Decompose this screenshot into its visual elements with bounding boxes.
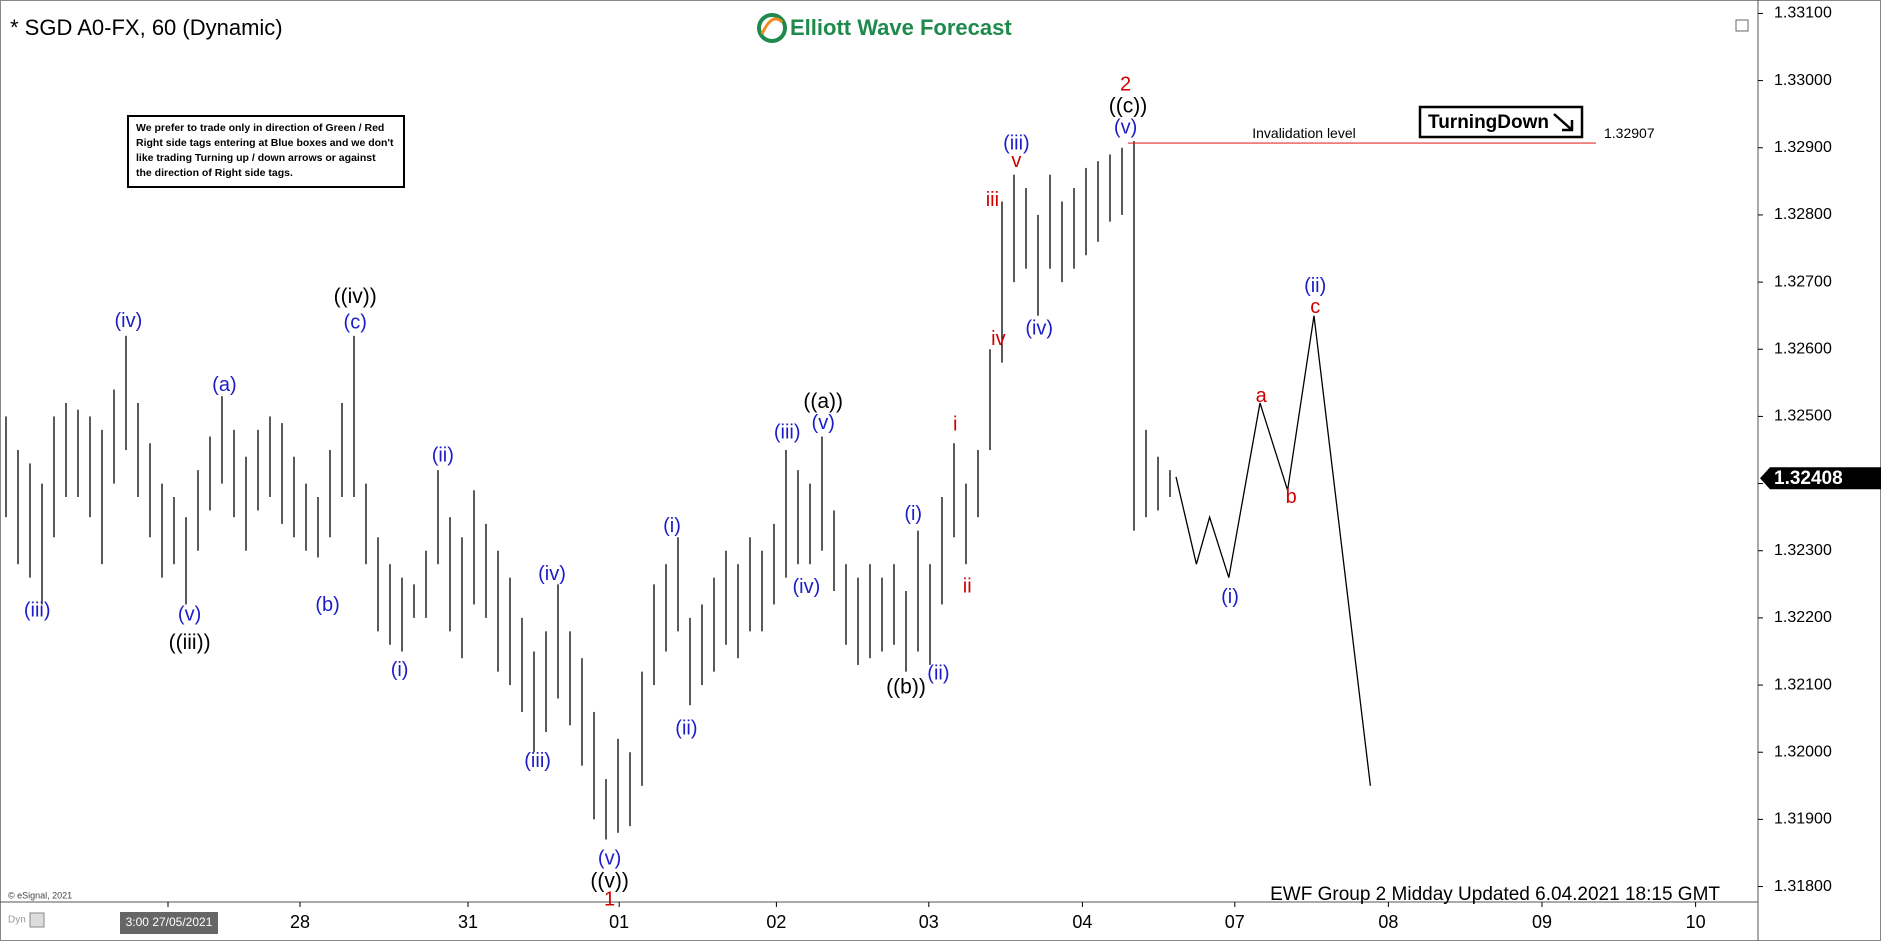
invalidation-value: 1.32907	[1604, 125, 1655, 141]
x-tick-label: 10	[1686, 912, 1706, 932]
invalidation-text: Invalidation level	[1252, 125, 1356, 141]
wave-label: iv	[991, 328, 1005, 350]
x-tick-label: 01	[609, 912, 629, 932]
y-tick-label: 1.33000	[1774, 72, 1832, 89]
wave-label: c	[1310, 296, 1320, 318]
wave-label: (iv)	[538, 563, 566, 585]
wave-label: (a)	[212, 374, 236, 396]
wave-label: a	[1256, 385, 1268, 407]
x-tick-label: 04	[1072, 912, 1092, 932]
y-tick-label: 1.31800	[1774, 878, 1832, 895]
wave-label: ((c))	[1109, 94, 1147, 117]
y-tick-label: 1.32100	[1774, 676, 1832, 693]
wave-label: (v)	[1114, 117, 1137, 139]
wave-label: (ii)	[1304, 275, 1326, 297]
y-tick-label: 1.32600	[1774, 340, 1832, 357]
last-price-box	[1760, 467, 1881, 490]
wave-label: b	[1286, 486, 1297, 508]
wave-label: (b)	[315, 594, 339, 616]
y-tick-label: 1.32700	[1774, 273, 1832, 290]
x-tick-label: 07	[1225, 912, 1245, 932]
last-price-label: 1.32408	[1774, 468, 1843, 489]
wave-label: (iv)	[1025, 317, 1053, 339]
note-line: like trading Turning up / down arrows or…	[136, 152, 376, 164]
note-box	[127, 115, 405, 188]
y-tick-label: 1.32200	[1774, 609, 1832, 626]
x-tick-label: 09	[1532, 912, 1552, 932]
wave-label: i	[953, 413, 957, 435]
wave-label: (c)	[344, 311, 367, 333]
y-tick-label: 1.32900	[1774, 139, 1832, 156]
y-tick-label: 1.33100	[1774, 5, 1832, 22]
wave-label: (iii)	[774, 421, 801, 443]
x-tick-label: 28	[290, 912, 310, 932]
wave-label: ((b))	[886, 675, 926, 698]
x-tick-label: 02	[766, 912, 786, 932]
symbol-title: * SGD A0-FX, 60 (Dynamic)	[10, 15, 283, 40]
wave-label: (iv)	[793, 576, 821, 598]
wave-label: (v)	[598, 847, 621, 869]
y-tick-label: 1.32500	[1774, 408, 1832, 425]
wave-label: (iii)	[24, 599, 51, 621]
logo-text: Elliott Wave Forecast	[790, 15, 1012, 40]
logo-swoosh	[760, 17, 784, 35]
logo-ring	[757, 13, 787, 43]
wave-label: (i)	[1221, 586, 1239, 608]
x-tick-label: 3:00 27/05/2021	[126, 915, 213, 929]
window-icon[interactable]	[1735, 19, 1749, 32]
wave-label: (v)	[178, 603, 201, 625]
y-tick-label: 1.32000	[1774, 743, 1832, 760]
y-tick-label: 1.31900	[1774, 811, 1832, 828]
copyright: © eSignal, 2021	[8, 890, 72, 900]
wave-label: (ii)	[927, 663, 949, 685]
scroll-icon[interactable]	[29, 912, 45, 928]
x-tick-label: 08	[1378, 912, 1398, 932]
x-tick-box	[120, 912, 218, 934]
note-line: the direction of Right side tags.	[136, 167, 293, 179]
tag-arrow	[1553, 113, 1574, 132]
dyn-label: Dyn	[8, 915, 26, 926]
projection-path	[1175, 315, 1372, 786]
wave-label: v	[1011, 150, 1021, 172]
wave-label: (i)	[663, 515, 681, 537]
wave-label: (v)	[812, 412, 835, 434]
x-tick-label: 31	[458, 912, 478, 932]
tag-text: TurningDown	[1428, 112, 1549, 133]
wave-label: (ii)	[432, 444, 454, 466]
footer: EWF Group 2 Midday Updated 6.04.2021 18:…	[1270, 884, 1720, 905]
wave-label: (iii)	[524, 750, 551, 772]
wave-label: (iii)	[1003, 133, 1030, 155]
wave-label: (i)	[391, 659, 409, 681]
wave-label: ((iv))	[334, 285, 377, 308]
y-tick-label: 1.32300	[1774, 542, 1832, 559]
wave-label: (iv)	[115, 310, 143, 332]
x-tick-label: 03	[919, 912, 939, 932]
wave-label: (i)	[904, 503, 922, 525]
wave-label: ii	[963, 575, 972, 597]
wave-label: ((iii))	[169, 631, 211, 654]
logo: Elliott Wave Forecast	[757, 13, 1012, 43]
note-line: We prefer to trade only in direction of …	[136, 122, 384, 134]
wave-label: 2	[1120, 74, 1131, 96]
wave-label: 1	[604, 888, 615, 910]
wave-label: ((a))	[803, 390, 843, 413]
wave-label: (ii)	[675, 718, 697, 740]
wave-label: ((v))	[590, 869, 628, 892]
tag-box	[1418, 105, 1584, 139]
y-tick-label: 1.32800	[1774, 206, 1832, 223]
wave-label: iii	[986, 189, 999, 211]
note-line: Right side tags entering at Blue boxes a…	[136, 137, 394, 149]
